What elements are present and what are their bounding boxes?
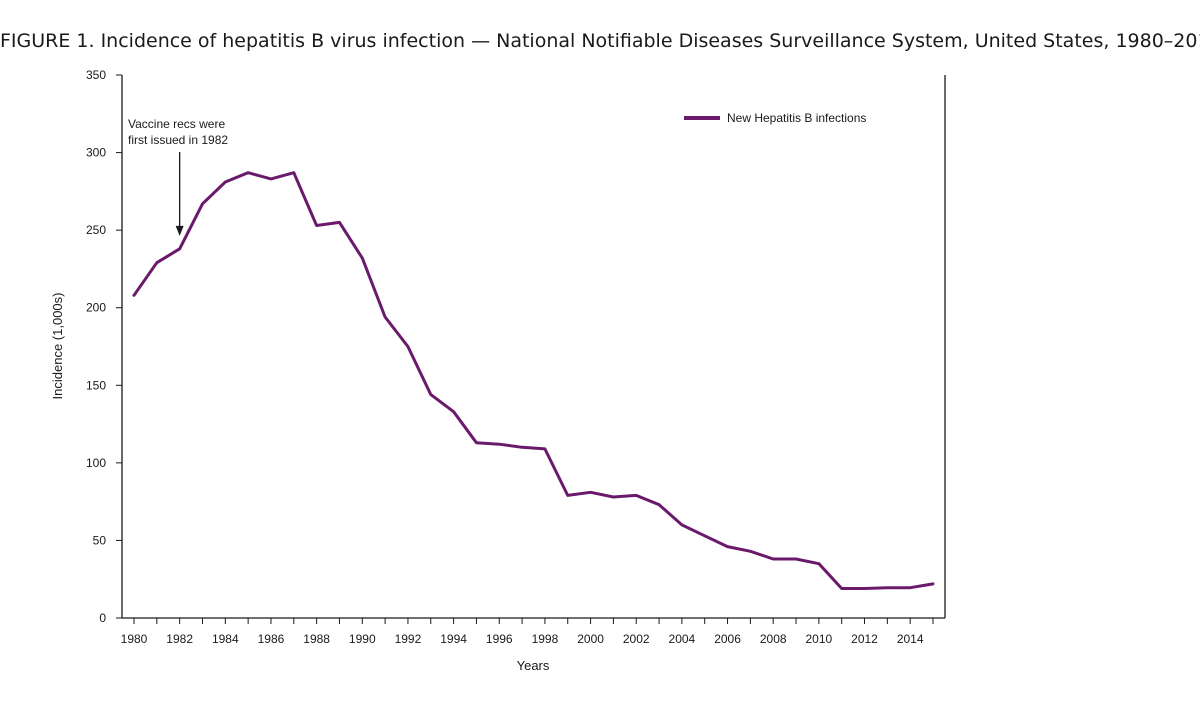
data-point [772, 557, 775, 561]
data-point [840, 587, 843, 590]
data-point [886, 586, 889, 589]
x-tick-label: 1984 [212, 632, 239, 646]
x-tick-label: 1998 [532, 632, 559, 646]
data-point [657, 503, 661, 506]
data-point [543, 447, 547, 451]
annotation-line-2: first issued in 1982 [128, 133, 228, 147]
y-axis-ticks: 0 50 100 150 200 250 300 350 [86, 68, 122, 625]
data-point [635, 494, 638, 497]
data-point [589, 491, 592, 494]
y-tick-label: 250 [86, 223, 106, 237]
x-tick-label: 1988 [303, 632, 330, 646]
x-tick-label: 1996 [486, 632, 513, 646]
x-tick-label: 2010 [806, 632, 833, 646]
x-tick-label: 2002 [623, 632, 650, 646]
chart-title: FIGURE 1. Incidence of hepatitis B virus… [0, 30, 1200, 52]
data-point [132, 294, 136, 297]
data-point [155, 261, 158, 264]
annotation-line-1: Vaccine recs were [128, 117, 225, 131]
x-tick-label: 2000 [577, 632, 604, 646]
y-tick-label: 0 [99, 611, 106, 625]
y-tick-label: 100 [86, 456, 106, 470]
y-tick-label: 300 [86, 146, 106, 160]
data-point [520, 446, 524, 449]
data-point [201, 202, 204, 205]
data-point [292, 171, 295, 174]
data-point [817, 562, 821, 565]
data-point [178, 247, 181, 250]
data-point [383, 315, 387, 319]
annotation-vaccine: Vaccine recs were first issued in 1982 [128, 117, 228, 236]
x-tick-label: 1980 [121, 632, 148, 646]
chart-axes [121, 75, 946, 619]
data-point [703, 534, 706, 537]
data-point [680, 523, 684, 527]
y-tick-label: 50 [93, 533, 107, 547]
data-point [246, 171, 250, 174]
data-point [452, 410, 455, 413]
data-point [429, 393, 432, 396]
y-tick-label: 150 [86, 378, 106, 392]
x-tick-label: 1994 [440, 632, 467, 646]
data-point [269, 177, 273, 181]
legend-label: New Hepatitis B infections [727, 111, 866, 125]
x-tick-label: 1986 [258, 632, 285, 646]
data-point [224, 180, 227, 184]
x-tick-label: 2006 [714, 632, 741, 646]
y-tick-label: 350 [86, 68, 106, 82]
data-point [794, 557, 798, 561]
x-axis-label: Years [517, 658, 550, 673]
x-tick-label: 1990 [349, 632, 376, 646]
data-point [726, 545, 729, 548]
x-tick-label: 1992 [395, 632, 422, 646]
x-tick-label: 2004 [669, 632, 696, 646]
legend: New Hepatitis B infections [684, 111, 866, 125]
data-point [566, 494, 569, 497]
data-point [406, 345, 410, 348]
data-point [338, 221, 341, 224]
annotation-arrow-head [175, 225, 184, 236]
data-point [931, 582, 935, 586]
y-tick-label: 200 [86, 301, 106, 315]
x-tick-label: 2012 [851, 632, 878, 646]
x-tick-label: 1982 [166, 632, 193, 646]
series-layer [132, 171, 935, 590]
data-point [498, 443, 501, 446]
data-point [863, 587, 866, 590]
data-point [315, 224, 318, 227]
data-point [361, 256, 364, 260]
data-point [909, 586, 912, 589]
x-axis-ticks: 1980 1982 1984 1986 1988 1990 1992 1994 1996 1998… [121, 618, 934, 646]
x-tick-label: 2008 [760, 632, 787, 646]
series-line-0 [132, 171, 935, 590]
data-point [475, 441, 478, 444]
y-axis-label: Incidence (1,000s) [50, 293, 65, 400]
data-point [612, 495, 615, 499]
x-tick-label: 2014 [897, 632, 924, 646]
data-point [749, 550, 752, 553]
